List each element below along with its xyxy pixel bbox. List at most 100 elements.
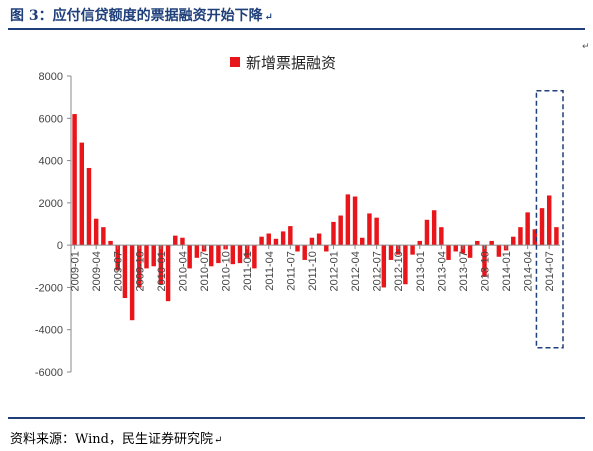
bar [403, 245, 408, 285]
bar [532, 229, 538, 246]
bar [410, 245, 415, 255]
bar [158, 245, 164, 285]
bar [209, 245, 214, 267]
y-tick-label: -2000 [35, 282, 63, 294]
footer-rule [8, 417, 585, 419]
bar [137, 245, 142, 288]
x-tick-label: 2014-01 [501, 251, 513, 291]
return-mark-icon: ↵ [214, 435, 223, 446]
source-text: 资料来源：Wind，民生证券研究院 [10, 432, 213, 447]
x-tick-label: 2014-04 [523, 251, 535, 291]
bar [115, 245, 120, 271]
x-tick-label: 2010-04 [177, 251, 189, 291]
bar [338, 215, 343, 246]
bar-chart: 新增票据融资 80006000400020000-2000-4000-6000 … [35, 54, 564, 379]
highlight-box [535, 90, 564, 349]
bar [72, 114, 77, 246]
y-tick-label: -6000 [35, 367, 63, 379]
y-tick-label: 8000 [39, 71, 63, 83]
x-tick-label: 2011-01 [242, 251, 254, 291]
bar [309, 237, 315, 246]
x-tick-label: 2009-04 [91, 251, 103, 291]
bar [482, 245, 487, 277]
bar [374, 217, 379, 246]
bar [475, 240, 480, 246]
bar [367, 213, 372, 246]
bar [417, 240, 422, 246]
x-tick-label: 2012-01 [328, 251, 340, 291]
bar [86, 167, 92, 246]
legend: 新增票据融资 [230, 54, 336, 72]
bar [431, 210, 437, 246]
bar [187, 245, 192, 269]
bar [467, 245, 473, 258]
source-note: 资料来源：Wind，民生证券研究院↵ [10, 428, 222, 447]
bar [460, 245, 466, 254]
bar [496, 245, 502, 257]
bar [511, 236, 516, 246]
bar [122, 245, 128, 298]
x-tick-label: 2012-10 [393, 251, 405, 291]
x-tick-label: 2012-07 [372, 251, 384, 291]
bar [388, 245, 394, 260]
legend-label: 新增票据融资 [246, 54, 336, 72]
x-axis: 2009-01 2009-04 2009-07 2009-10 2010-01 2010-… [70, 245, 556, 292]
bar [151, 245, 156, 267]
bar [252, 245, 257, 269]
bar [439, 227, 444, 246]
y-tick-label: 2000 [39, 198, 63, 210]
y-tick-label: 4000 [39, 156, 63, 168]
x-tick-label: 2011-07 [285, 251, 297, 291]
bar [108, 240, 113, 246]
bar [446, 245, 451, 260]
bar [230, 245, 236, 265]
x-tick-label: 2010-01 [156, 251, 168, 291]
x-tick-label: 2011-10 [307, 251, 319, 291]
bar [180, 237, 185, 246]
bar [546, 195, 552, 246]
bar [93, 218, 99, 246]
bar [518, 227, 523, 246]
x-tick-label: 2013-07 [458, 251, 470, 291]
y-tick-label: 6000 [39, 113, 63, 125]
bar [266, 233, 271, 246]
bar [489, 240, 494, 246]
x-tick-label: 2013-04 [436, 251, 448, 291]
bar [525, 212, 530, 246]
bar [79, 142, 85, 246]
bar [288, 226, 293, 246]
return-mark-icon: ↵ [264, 12, 274, 23]
x-tick-label: 2010-07 [199, 251, 211, 291]
bar [165, 245, 171, 302]
bar [101, 227, 106, 246]
bar [539, 208, 545, 246]
bar [302, 245, 307, 260]
bar [295, 245, 300, 252]
bar [316, 233, 322, 246]
bar [554, 227, 559, 246]
x-tick-label: 2009-10 [134, 251, 146, 291]
x-tick-label: 2010-10 [221, 251, 233, 291]
bar [259, 236, 264, 246]
bar [360, 237, 365, 246]
bar [453, 245, 458, 252]
bar-series [72, 114, 559, 321]
y-tick-label: -4000 [35, 325, 63, 337]
bar [381, 245, 387, 288]
bar [216, 245, 221, 264]
bar [144, 245, 149, 269]
title-rule [8, 28, 585, 30]
x-tick-label: 2011-04 [264, 251, 276, 291]
bar [395, 245, 401, 255]
x-tick-label: 2013-10 [479, 251, 491, 291]
bar [173, 235, 178, 246]
y-tick-label: 0 [57, 240, 63, 252]
legend-swatch [230, 57, 240, 67]
bar [244, 245, 250, 258]
x-tick-label: 2009-07 [113, 251, 125, 291]
bar [345, 194, 351, 246]
x-tick-label: 2014-07 [544, 251, 556, 291]
bar [324, 245, 329, 252]
bar [352, 196, 358, 246]
bar [424, 219, 430, 246]
